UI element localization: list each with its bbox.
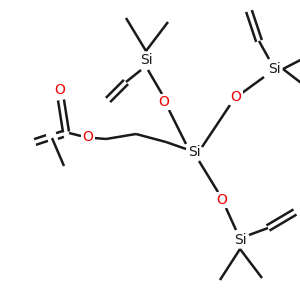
Text: O: O — [82, 130, 93, 144]
Text: Si: Si — [268, 62, 280, 76]
Text: O: O — [55, 83, 65, 97]
Text: Si: Si — [140, 53, 152, 67]
Text: Si: Si — [234, 233, 246, 247]
Text: O: O — [217, 193, 227, 207]
Text: O: O — [159, 95, 170, 109]
Text: O: O — [231, 90, 242, 104]
Text: Si: Si — [188, 145, 200, 159]
